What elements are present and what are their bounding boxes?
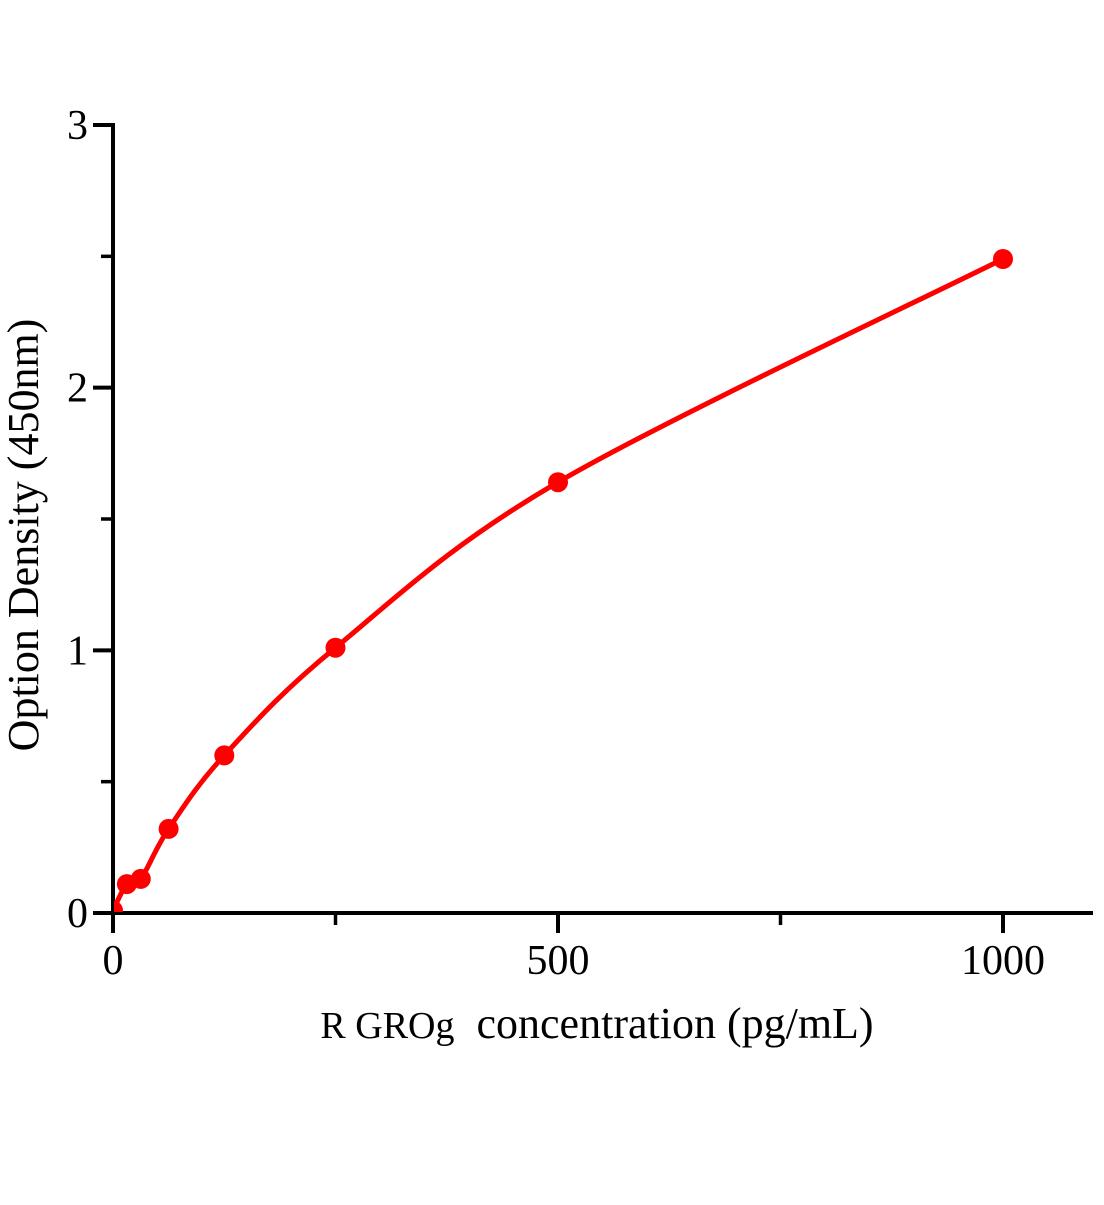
- data-point: [325, 637, 346, 658]
- y-tick-label: 3: [67, 103, 88, 149]
- x-tick-label: 500: [527, 938, 590, 984]
- standard-curve-line: [114, 256, 1005, 912]
- data-point: [114, 900, 123, 912]
- x-tick-label: 1000: [961, 938, 1045, 984]
- data-point: [130, 868, 151, 889]
- data-point: [214, 745, 235, 766]
- x-axis-title-main: concentration (pg/mL): [477, 999, 874, 1048]
- y-tick-label: 2: [67, 366, 88, 412]
- axis-tick-labels: 0 500 1000 0 1 2 3: [67, 103, 1045, 984]
- data-point: [993, 249, 1013, 269]
- y-axis-title: Option Density (450nm): [0, 319, 48, 752]
- y-tick-label: 0: [67, 891, 88, 937]
- x-axis-title: R GROg concentration (pg/mL): [320, 999, 873, 1048]
- axis-ticks: [93, 123, 1005, 933]
- y-tick-label: 1: [67, 628, 88, 674]
- data-series: [114, 249, 1013, 912]
- data-point: [158, 818, 179, 839]
- data-point: [548, 472, 568, 493]
- x-axis-title-prefix: R GROg: [320, 1005, 454, 1047]
- x-tick-label: 0: [103, 938, 124, 984]
